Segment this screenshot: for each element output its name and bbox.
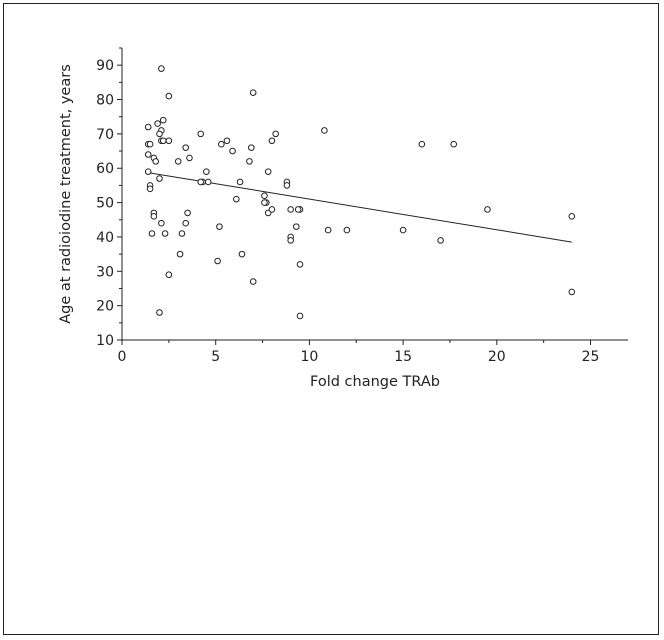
data-point — [161, 230, 169, 237]
data-point — [146, 140, 154, 148]
data-point — [156, 130, 163, 138]
data-point — [261, 192, 268, 200]
data-point — [165, 92, 173, 100]
data-point — [450, 140, 458, 148]
y-tick-label: 40 — [96, 230, 114, 246]
data-point — [156, 175, 163, 182]
y-tick-label: 60 — [96, 161, 114, 177]
data-point — [261, 199, 268, 206]
data-point — [144, 168, 152, 175]
trendline-group — [146, 171, 572, 243]
data-point — [484, 206, 491, 213]
axes — [121, 48, 628, 341]
x-axis-ticks: 0 5 10 15 20 25 — [118, 340, 600, 365]
data-point — [182, 144, 190, 151]
data-point — [296, 261, 304, 268]
data-point — [287, 237, 294, 244]
data-point — [249, 278, 257, 285]
x-axis-title: Fold change TRAb — [310, 374, 440, 390]
data-point — [246, 158, 253, 165]
data-point — [182, 219, 190, 227]
y-tick-label: 50 — [96, 196, 114, 212]
data-point — [204, 178, 212, 186]
x-tick-label: 15 — [394, 349, 412, 365]
data-point — [197, 130, 205, 138]
data-point — [158, 219, 165, 227]
data-point — [159, 116, 167, 124]
y-tick-label: 30 — [96, 264, 114, 280]
data-point — [233, 195, 240, 203]
data-point — [144, 151, 152, 158]
y-axis-title: Age at radioiodine treatment, years — [58, 64, 74, 324]
data-point — [152, 158, 160, 165]
data-point — [292, 223, 300, 230]
data-point — [184, 209, 191, 217]
data-point — [249, 89, 257, 96]
data-point — [321, 127, 328, 134]
data-point — [568, 288, 576, 296]
data-point — [223, 137, 231, 145]
data-point — [268, 137, 276, 145]
data-point — [197, 178, 205, 186]
data-point — [178, 230, 186, 237]
data-point — [418, 140, 426, 148]
data-point — [238, 250, 246, 258]
x-tick-label: 0 — [118, 349, 127, 365]
x-tick-label: 5 — [211, 349, 220, 365]
figure-frame — [3, 3, 659, 635]
data-point — [146, 185, 154, 193]
data-point — [343, 226, 351, 234]
regression-line — [146, 171, 572, 243]
data-point — [165, 137, 173, 145]
data-point — [174, 158, 182, 165]
data-point — [248, 144, 255, 151]
data-point — [159, 137, 167, 145]
data-point — [229, 147, 236, 155]
data-points — [144, 65, 576, 320]
y-tick-label: 90 — [96, 58, 114, 74]
data-point — [437, 237, 444, 244]
data-point — [156, 309, 163, 316]
x-tick-label: 20 — [488, 349, 506, 365]
data-point — [165, 271, 173, 279]
data-point — [148, 230, 156, 237]
y-axis-ticks: 10 20 30 40 50 60 70 80 90 — [96, 47, 122, 349]
data-point — [287, 206, 294, 213]
data-point — [294, 206, 302, 213]
data-point — [154, 120, 161, 127]
data-point — [214, 257, 221, 265]
data-point — [186, 154, 193, 162]
x-tick-label: 10 — [300, 349, 318, 365]
data-point — [568, 213, 576, 220]
data-point — [218, 140, 225, 148]
data-point — [216, 223, 223, 230]
data-point — [150, 213, 158, 220]
data-point — [203, 168, 210, 175]
data-point — [264, 168, 272, 175]
data-point — [268, 206, 276, 213]
y-tick-label: 10 — [96, 333, 114, 349]
data-point — [283, 182, 291, 189]
data-point — [272, 130, 279, 138]
data-point — [296, 312, 304, 320]
x-tick-label: 25 — [582, 349, 600, 365]
data-point — [144, 123, 152, 131]
y-tick-label: 20 — [96, 299, 114, 315]
data-point — [399, 226, 407, 234]
y-tick-label: 80 — [96, 93, 114, 109]
data-point — [158, 65, 165, 72]
data-point — [324, 226, 332, 234]
y-tick-label: 70 — [96, 127, 114, 143]
data-point — [176, 250, 184, 258]
data-point — [236, 178, 244, 186]
